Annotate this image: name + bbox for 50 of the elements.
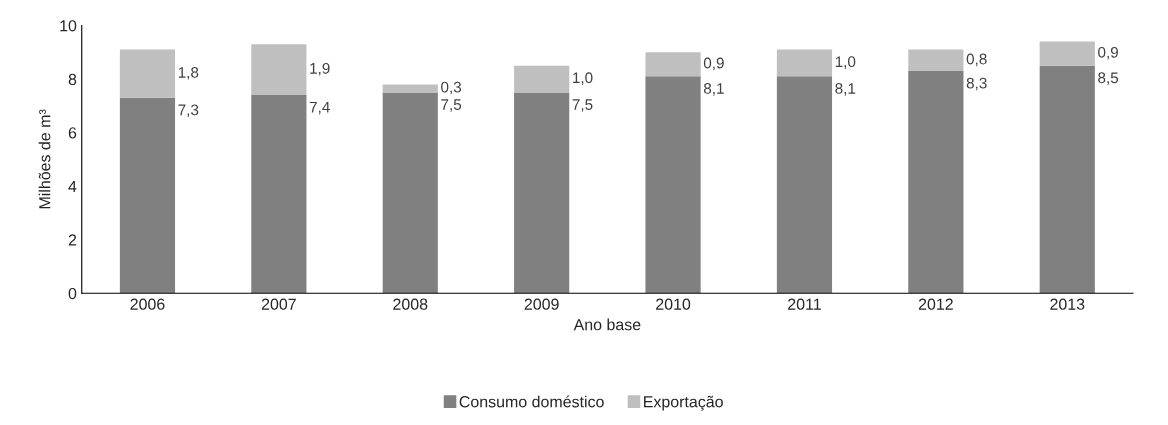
bar [776,49,833,77]
data-label: 7,4 [309,101,330,115]
bar [1039,41,1095,66]
x-tick-label: 2013 [1050,298,1085,310]
x-tick-label: 2008 [393,298,428,310]
data-label: 7,3 [178,104,199,118]
x-tick-label: 2012 [918,298,953,310]
x-tick-label: 2011 [788,298,821,310]
bar [645,76,701,294]
y-tick-label: 8 [68,73,77,85]
bar [514,92,570,294]
bar [251,44,307,96]
data-label: 7,5 [572,99,593,112]
bar [119,49,176,98]
data-label: 0,8 [966,53,987,67]
bar [119,97,176,294]
y-tick-label: 0 [68,287,77,300]
bar [382,92,438,294]
bar [776,76,833,294]
y-tick-label: 6 [68,127,77,139]
data-label: 1,9 [310,62,330,76]
bar [251,95,307,294]
data-label: 0,9 [703,57,724,71]
bar [514,65,570,93]
data-label: 1,8 [178,66,199,80]
data-label: 8,1 [835,83,856,96]
bar [382,84,438,93]
legend-label: Exportação [644,395,723,411]
x-tick-label: 2006 [130,298,165,310]
data-label: 1,0 [573,72,593,85]
y-tick-label: 4 [68,180,77,192]
x-axis-title: Ano base [573,318,641,331]
data-label: 0,9 [1098,46,1118,60]
bar [1039,65,1095,294]
data-label: 8,1 [703,83,724,96]
data-label: 8,3 [966,77,987,91]
y-tick-label: 10 [60,20,77,32]
bar [908,71,964,294]
data-label: 8,5 [1098,72,1119,85]
bar [645,52,701,77]
y-tick-label: 2 [68,234,77,246]
x-tick-label: 2010 [656,298,691,310]
data-label: 7,5 [441,99,462,112]
x-tick-label: 2009 [524,298,559,310]
y-axis-title: Milhões de m³ [38,109,51,209]
x-tick-label: 2007 [261,298,296,310]
data-label: 1,0 [835,56,856,69]
bar [908,49,964,72]
data-label: 0,3 [441,81,462,95]
legend-label: Consumo doméstico [459,395,604,408]
